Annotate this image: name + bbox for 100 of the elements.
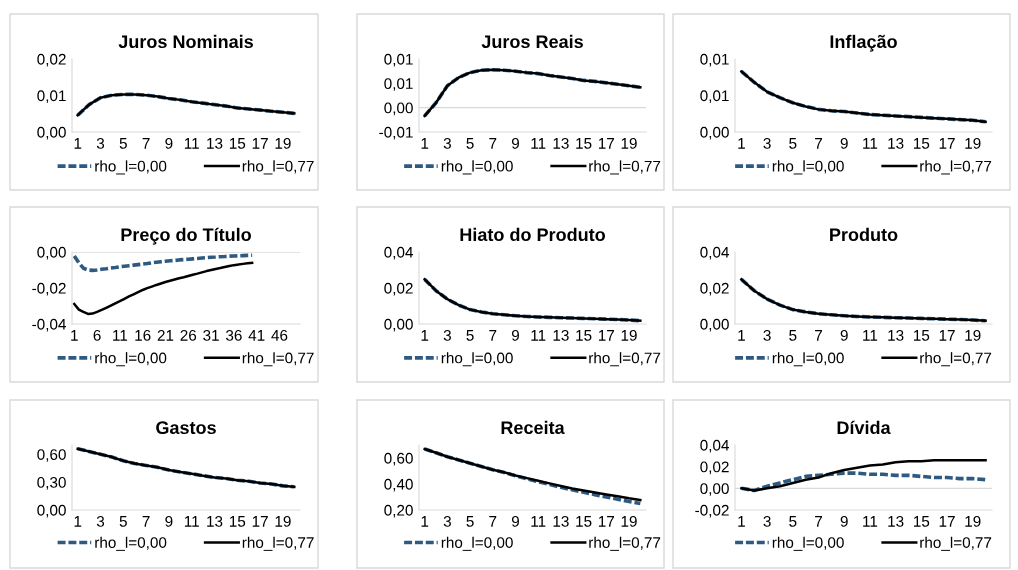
y-tick-label: 0,60: [384, 452, 413, 466]
x-tick-label: 3: [443, 515, 451, 527]
x-tick-label: 19: [621, 137, 637, 149]
x-tick-label: 11: [531, 330, 546, 341]
legend-label: rho_l=0,77: [242, 160, 314, 175]
x-tick-label: 1: [421, 330, 429, 341]
x-tick-label: 9: [511, 515, 519, 527]
x-tick-label: 17: [598, 330, 615, 341]
y-tick-label: 0,01: [700, 90, 729, 103]
x-tick-label: 7: [489, 330, 497, 341]
chart-title: Juros Nominais: [118, 34, 253, 49]
x-tick-label: 9: [840, 329, 848, 341]
x-tick-label: 17: [598, 516, 615, 527]
x-tick-label: 19: [621, 329, 637, 341]
legend-label: rho_l=0,00: [95, 352, 167, 367]
y-tick-label: 0,01: [700, 53, 729, 67]
x-tick-label: 3: [443, 137, 451, 149]
x-tick-label: 5: [789, 138, 797, 149]
x-tick-label: 15: [229, 138, 246, 149]
chart-title: Dívida: [837, 420, 891, 435]
y-tick-label: 0,00: [384, 102, 413, 116]
y-tick-label: 0,04: [700, 439, 729, 453]
y-tick-label: 0,20: [384, 504, 413, 518]
x-tick-label: 19: [275, 515, 291, 527]
x-tick-label: 36: [225, 329, 242, 341]
x-tick-label: 19: [965, 515, 981, 527]
legend-label: rho_l=0,77: [589, 352, 661, 367]
chart-title: Produto: [830, 227, 898, 242]
x-tick-label: 31: [203, 329, 219, 341]
x-tick-label: 3: [763, 137, 771, 149]
line-series: [72, 253, 254, 273]
x-tick-label: 13: [888, 329, 904, 341]
legend-label: rho_l=0,00: [772, 536, 844, 551]
x-tick-label: 7: [489, 138, 497, 149]
x-tick-label: 13: [207, 515, 223, 527]
y-tick-label: 0,01: [37, 90, 66, 103]
legend-label: rho_l=0,77: [242, 536, 314, 551]
legend-label: rho_l=0,00: [441, 536, 513, 551]
x-tick-label: 15: [913, 516, 930, 527]
x-tick-label: 5: [789, 516, 797, 527]
x-tick-label: 1: [74, 516, 82, 527]
line-series: [73, 261, 254, 316]
legend-label: rho_l=0,00: [441, 160, 513, 175]
y-tick-label: 0,02: [384, 282, 413, 296]
x-tick-label: 1: [421, 138, 429, 149]
x-tick-label: 11: [863, 516, 878, 527]
legend-label: rho_l=0,00: [772, 160, 844, 175]
x-tick-label: 7: [815, 330, 823, 341]
chart-title: Inflação: [830, 34, 897, 52]
legend-label: rho_l=0,77: [920, 160, 992, 175]
chart-title: Hiato do Produto: [460, 227, 606, 242]
x-tick-label: 11: [863, 330, 878, 341]
x-tick-label: 7: [142, 138, 150, 149]
y-tick-label: 0,00: [384, 318, 413, 332]
x-tick-label: 3: [96, 137, 105, 149]
x-tick-label: 15: [576, 330, 592, 341]
y-tick-label: 0,30: [37, 477, 66, 490]
y-tick-label: 0,02: [700, 282, 729, 296]
x-tick-label: 17: [598, 138, 615, 149]
x-tick-label: 17: [939, 330, 955, 341]
legend-label: rho_l=0,77: [589, 536, 661, 551]
x-tick-label: 11: [113, 330, 128, 341]
y-tick-label: -0,01: [379, 126, 413, 140]
x-tick-label: 15: [913, 138, 930, 149]
x-tick-label: 13: [553, 329, 569, 341]
x-tick-label: 15: [229, 516, 246, 527]
x-tick-label: 11: [184, 516, 199, 527]
x-tick-label: 19: [621, 515, 637, 527]
y-tick-label: -0,04: [32, 318, 66, 332]
y-tick-label: -0,02: [32, 282, 66, 296]
x-tick-label: 1: [71, 330, 78, 341]
x-tick-label: 15: [576, 516, 592, 527]
x-tick-label: 9: [511, 137, 519, 149]
y-tick-label: -0,02: [695, 504, 729, 518]
x-tick-label: 9: [165, 137, 173, 149]
x-tick-label: 17: [939, 516, 955, 527]
x-tick-label: 11: [184, 138, 199, 149]
x-tick-label: 6: [93, 329, 101, 341]
y-tick-label: 0,04: [700, 246, 729, 260]
x-tick-label: 16: [135, 329, 151, 341]
x-tick-label: 5: [789, 330, 797, 341]
x-tick-label: 9: [511, 329, 519, 341]
x-tick-label: 1: [421, 516, 429, 527]
x-tick-label: 1: [74, 138, 82, 149]
x-tick-label: 3: [763, 515, 771, 527]
chart-title: Receita: [501, 420, 565, 435]
chart-title: Gastos: [156, 421, 216, 435]
x-tick-label: 3: [96, 515, 105, 527]
legend-label: rho_l=0,00: [95, 160, 167, 175]
x-tick-label: 9: [840, 137, 848, 149]
x-tick-label: 13: [207, 137, 223, 149]
x-tick-label: 5: [466, 330, 474, 341]
y-tick-label: 0,00: [37, 246, 66, 260]
x-tick-label: 46: [271, 329, 288, 341]
x-tick-label: 5: [466, 516, 474, 527]
y-tick-label: 0,00: [700, 126, 729, 140]
y-tick-label: 0,02: [700, 461, 729, 475]
x-tick-label: 21: [157, 329, 174, 341]
y-tick-label: 0,00: [37, 126, 66, 140]
y-tick-label: 0,00: [37, 504, 66, 518]
